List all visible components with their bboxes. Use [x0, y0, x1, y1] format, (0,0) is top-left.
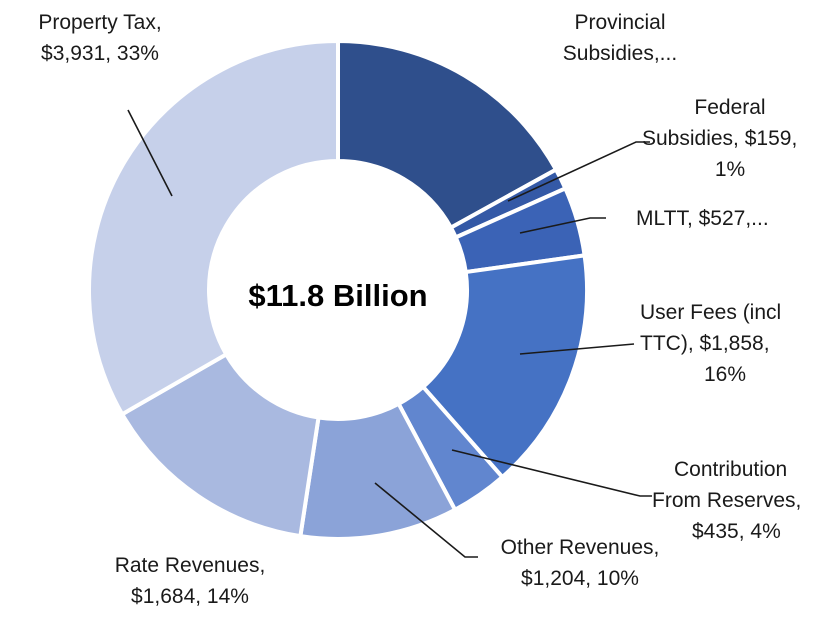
leader-line-mltt: [519, 217, 606, 234]
leader-line-contribution: [451, 449, 652, 497]
label-line: MLTT, $527,...: [636, 207, 769, 230]
label-line: TTC), $1,858,: [640, 332, 770, 355]
label-line: Subsidies,...: [562, 42, 678, 65]
label-federal-subsidies: Federal Subsidies, $159, 1%: [640, 92, 820, 185]
leader-line-property-tax: [127, 109, 173, 197]
label-line: Provincial: [574, 11, 666, 34]
label-line: 1%: [714, 158, 746, 181]
label-line: Other Revenues,: [500, 536, 660, 559]
label-line: 16%: [704, 363, 747, 386]
label-line: Property Tax,: [38, 11, 162, 34]
center-total-label: $11.8 Billion: [248, 278, 428, 313]
leader-line-other: [374, 482, 478, 558]
label-line: Contribution: [674, 458, 788, 481]
leader-line-federal: [507, 141, 650, 202]
label-line: User Fees (incl: [640, 301, 782, 324]
label-line: From Reserves,: [652, 489, 802, 512]
label-line: $1,684, 14%: [131, 585, 249, 608]
label-property-tax: Property Tax, $3,931, 33%: [0, 7, 200, 69]
label-line: $1,204, 10%: [521, 567, 639, 590]
label-user-fees: User Fees (incl TTC), $1,858, 16%: [640, 297, 825, 390]
slice-user-fees-incl-ttc: [420, 253, 589, 480]
leader-line-user-fees: [519, 343, 635, 355]
slice-provincial-subsidies: [336, 38, 559, 231]
label-line: Subsidies, $159,: [642, 127, 798, 150]
label-provincial-subsidies: Provincial Subsidies,...: [520, 7, 720, 69]
label-line: $435, 4%: [692, 520, 781, 543]
label-contribution-reserves: Contribution From Reserves, $435, 4%: [652, 454, 825, 547]
slice-property-tax: [87, 38, 340, 417]
label-line: $3,931, 33%: [41, 42, 159, 65]
label-line: Federal: [694, 96, 766, 119]
label-mltt: MLTT, $527,...: [636, 203, 769, 234]
label-other-revenues: Other Revenues, $1,204, 10%: [480, 532, 680, 594]
label-rate-revenues: Rate Revenues, $1,684, 14%: [90, 550, 290, 612]
label-line: Rate Revenues,: [114, 554, 266, 577]
